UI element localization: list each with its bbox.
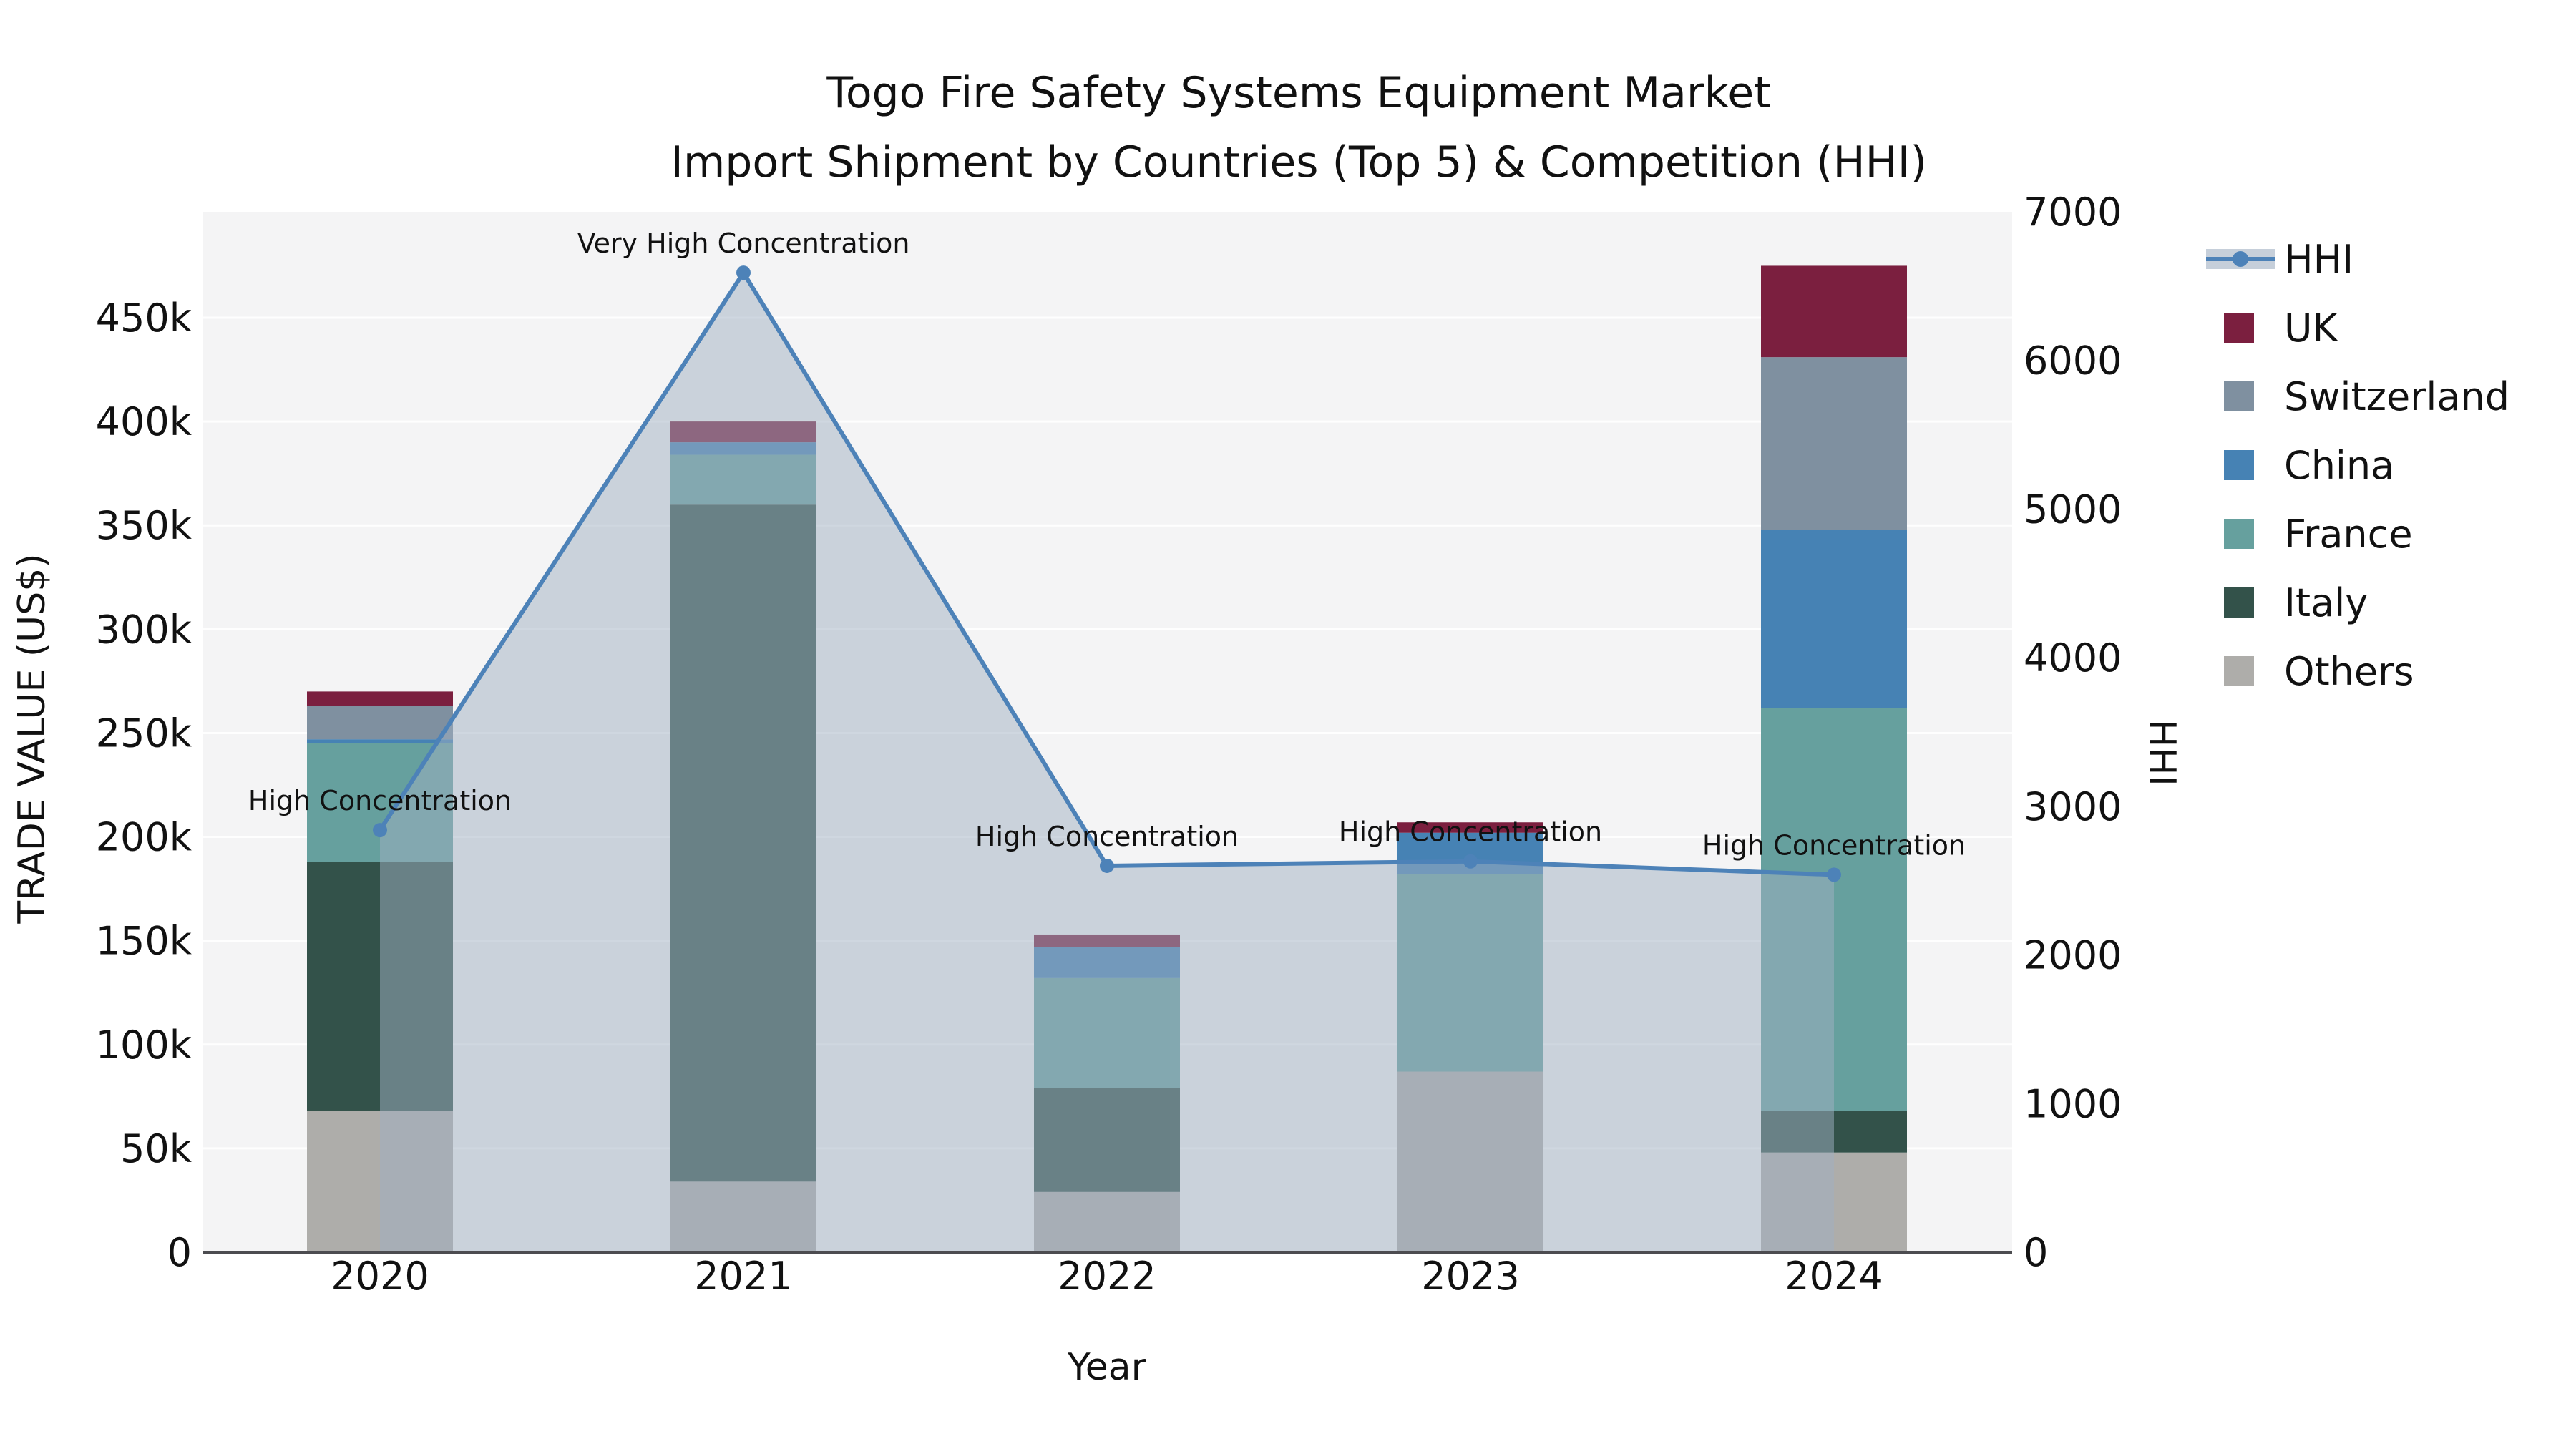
bar-segment-switzerland-2024: [1761, 357, 1907, 530]
legend-label-italy: Italy: [2284, 580, 2368, 625]
y-right-tick-0: 0: [2024, 1230, 2048, 1275]
hhi-area-fill: [380, 273, 1834, 1253]
y-right-tick-4000: 4000: [2024, 635, 2122, 680]
bar-segment-uk-2023: [1397, 822, 1543, 833]
y-left-tick-0: 0: [167, 1230, 192, 1275]
x-tick-2021: 2021: [694, 1254, 792, 1299]
legend-swatch-others: [2224, 656, 2254, 686]
legend-label-france: France: [2284, 512, 2413, 557]
hhi-marker-2021: [736, 265, 751, 280]
y-right-tick-1000: 1000: [2024, 1081, 2122, 1126]
bar-segment-uk-2024: [1761, 265, 1907, 358]
y-axis-right-ticks: 0 1000 2000 3000 4000 5000 6000 7000: [2024, 190, 2122, 1275]
chart-title-line2: Import Shipment by Countries (Top 5) & C…: [670, 137, 1927, 187]
y-left-tick-250k: 250k: [96, 711, 192, 756]
y-right-tick-5000: 5000: [2024, 487, 2122, 532]
legend-label-uk: UK: [2284, 306, 2339, 351]
bar-segment-switzerland-2020: [307, 706, 453, 740]
y-axis-right-label: HHI: [2140, 719, 2183, 786]
bar-segment-china-2020: [307, 739, 453, 743]
legend: HHI UK Switzerland China France Italy Others: [2206, 237, 2509, 694]
hhi-marker-2022: [1100, 858, 1114, 873]
legend-item-uk: UK: [2224, 306, 2339, 351]
legend-swatch-italy: [2224, 587, 2254, 618]
chart-title-line1: Togo Fire Safety Systems Equipment Marke…: [826, 68, 1770, 118]
y-left-tick-50k: 50k: [120, 1126, 192, 1171]
x-tick-2023: 2023: [1421, 1254, 1519, 1299]
hhi-line-layer: [373, 265, 1841, 882]
hhi-area-layer: [380, 273, 1834, 1253]
y-right-tick-7000: 7000: [2024, 190, 2122, 235]
legend-swatch-france: [2224, 519, 2254, 549]
x-axis-ticks: 2020 2021 2022 2023 2024: [331, 1254, 1883, 1299]
y-left-tick-400k: 400k: [96, 399, 192, 444]
legend-label-china: China: [2284, 443, 2394, 488]
x-tick-2024: 2024: [1785, 1254, 1883, 1299]
legend-item-france: France: [2224, 512, 2413, 557]
legend-item-others: Others: [2224, 649, 2414, 694]
y-left-tick-150k: 150k: [96, 919, 192, 964]
y-left-tick-200k: 200k: [96, 815, 192, 860]
y-left-tick-450k: 450k: [96, 296, 192, 341]
bar-segment-uk-2020: [307, 691, 453, 706]
legend-label-hhi: HHI: [2284, 237, 2353, 282]
annotation-2024: High Concentration: [1702, 829, 1966, 861]
legend-item-switzerland: Switzerland: [2224, 374, 2509, 419]
y-right-tick-2000: 2000: [2024, 933, 2122, 978]
hhi-marker-2024: [1827, 867, 1841, 882]
legend-item-italy: Italy: [2224, 580, 2368, 625]
x-axis-label: Year: [1067, 1346, 1147, 1389]
y-axis-left-ticks: 0 50k 100k 150k 200k 250k 300k 350k 400k 450k: [96, 296, 192, 1275]
x-tick-2022: 2022: [1058, 1254, 1156, 1299]
legend-label-switzerland: Switzerland: [2284, 374, 2509, 419]
legend-item-hhi: HHI: [2206, 237, 2353, 282]
legend-hhi-marker-icon: [2233, 251, 2248, 267]
x-tick-2020: 2020: [331, 1254, 429, 1299]
annotation-layer: High Concentration Very High Concentratio…: [248, 228, 1966, 861]
hhi-marker-2020: [373, 823, 387, 838]
y-axis-left-label: TRADE VALUE (US$): [11, 553, 54, 924]
annotation-2022: High Concentration: [975, 821, 1239, 852]
legend-swatch-china: [2224, 450, 2254, 480]
legend-swatch-switzerland: [2224, 381, 2254, 411]
legend-swatch-uk: [2224, 313, 2254, 343]
y-right-tick-3000: 3000: [2024, 784, 2122, 829]
y-left-tick-300k: 300k: [96, 607, 192, 652]
legend-label-others: Others: [2284, 649, 2414, 694]
legend-item-china: China: [2224, 443, 2394, 488]
hhi-marker-2023: [1463, 854, 1478, 869]
annotation-2020: High Concentration: [248, 785, 512, 816]
annotation-2023: High Concentration: [1339, 816, 1602, 848]
annotation-2021: Very High Concentration: [577, 228, 910, 259]
bar-segment-china-2024: [1761, 530, 1907, 708]
y-left-tick-100k: 100k: [96, 1023, 192, 1068]
y-right-tick-6000: 6000: [2024, 338, 2122, 384]
y-left-tick-350k: 350k: [96, 503, 192, 548]
